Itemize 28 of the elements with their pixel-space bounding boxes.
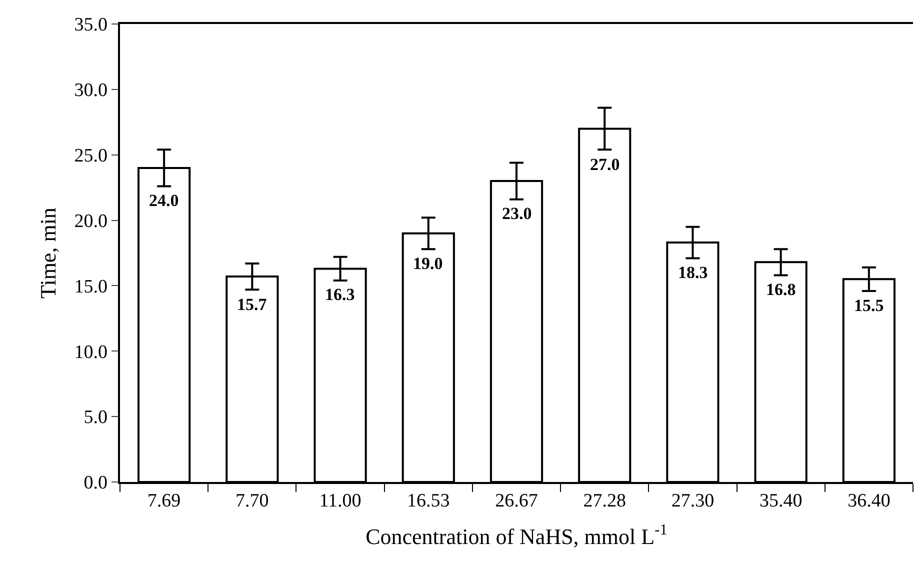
data-label: 16.3 bbox=[325, 285, 355, 304]
y-tick-label: 25.0 bbox=[74, 146, 108, 167]
data-label: 27.0 bbox=[590, 155, 620, 174]
y-axis-title: Time, min bbox=[36, 208, 60, 298]
y-tick-label: 0.0 bbox=[84, 472, 108, 494]
x-tick-label: 35.40 bbox=[759, 490, 802, 512]
x-tick-label: 16.53 bbox=[407, 490, 450, 512]
y-tick-label: 10.0 bbox=[74, 342, 108, 363]
data-label: 15.5 bbox=[854, 296, 884, 315]
x-tick-label: 27.28 bbox=[583, 490, 626, 512]
x-axis-title: Concentration of NaHS, mmol L$^{-1}$ bbox=[366, 522, 668, 549]
x-tick-label: 7.70 bbox=[236, 490, 269, 512]
x-tick-label: 27.30 bbox=[671, 490, 714, 512]
x-tick-label: 36.40 bbox=[848, 490, 890, 512]
y-tick-label: 20.0 bbox=[74, 210, 108, 232]
data-label: 19.0 bbox=[413, 254, 443, 273]
x-tick-label: 26.67 bbox=[495, 490, 538, 512]
data-label: 18.3 bbox=[678, 263, 708, 282]
x-tick-label: 7.69 bbox=[147, 490, 181, 512]
y-tick-label: 5.0 bbox=[84, 407, 108, 428]
x-tick-label: 11.00 bbox=[319, 490, 362, 512]
data-label: 15.7 bbox=[237, 295, 268, 314]
data-label: 23.0 bbox=[502, 204, 532, 223]
y-tick-label: 30.0 bbox=[74, 80, 108, 102]
y-tick-label: 15.0 bbox=[74, 276, 108, 298]
data-label: 16.8 bbox=[766, 280, 796, 299]
data-label: 24.0 bbox=[149, 191, 179, 210]
y-tick-label: 35.0 bbox=[74, 14, 108, 36]
